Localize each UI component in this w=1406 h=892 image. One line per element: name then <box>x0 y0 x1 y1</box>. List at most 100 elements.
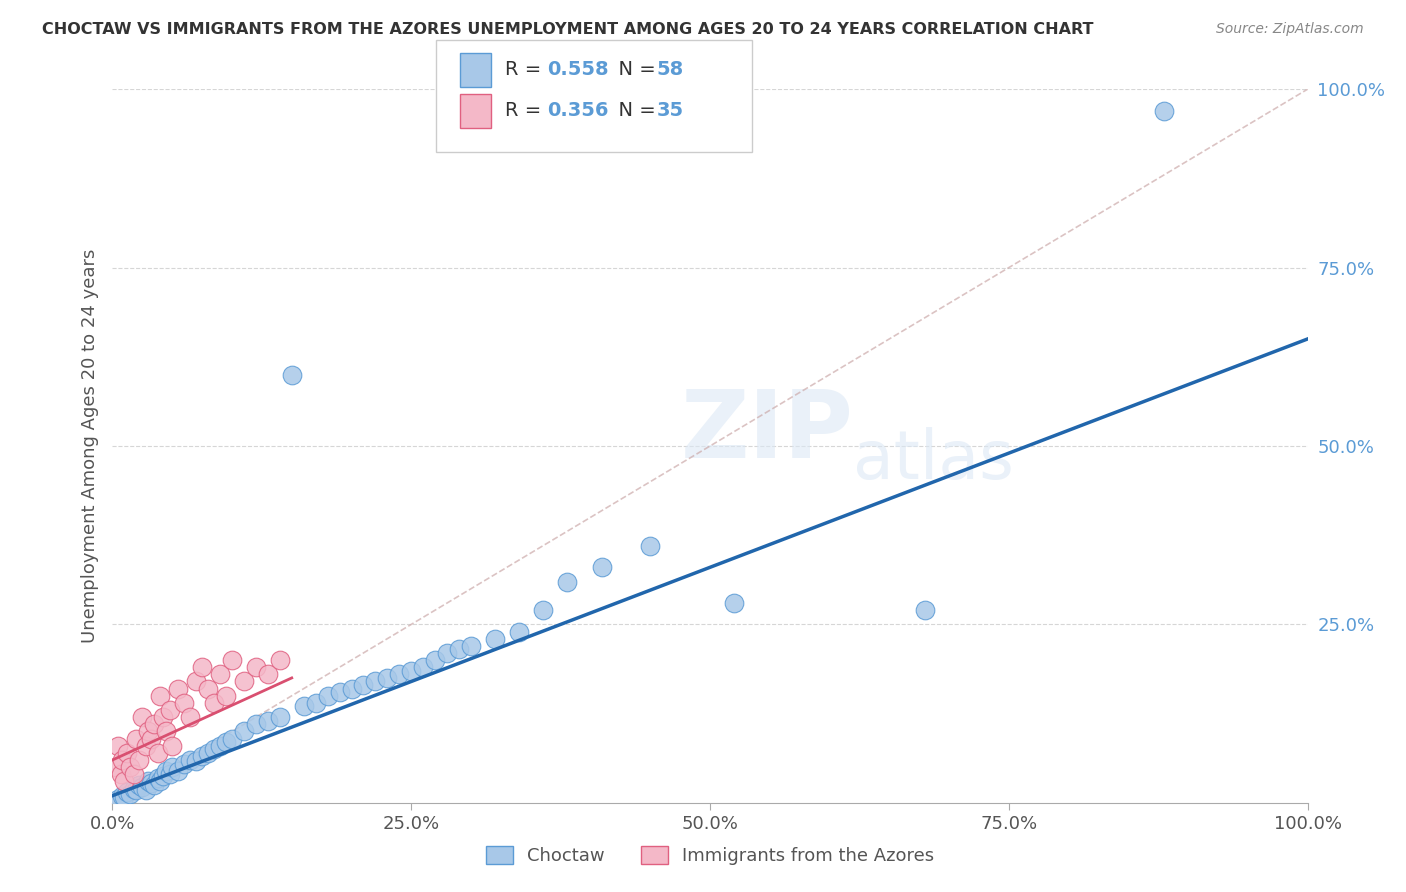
Point <box>257 714 280 728</box>
Text: CHOCTAW VS IMMIGRANTS FROM THE AZORES UNEMPLOYMENT AMONG AGES 20 TO 24 YEARS COR: CHOCTAW VS IMMIGRANTS FROM THE AZORES UN… <box>42 22 1094 37</box>
Point <box>329 685 352 699</box>
Point <box>152 710 174 724</box>
Point <box>388 667 411 681</box>
Point <box>120 787 142 801</box>
Point <box>592 560 614 574</box>
Point <box>120 760 142 774</box>
Point <box>186 674 208 689</box>
Point <box>401 664 423 678</box>
Point <box>191 749 214 764</box>
Point <box>107 739 129 753</box>
Text: 0.558: 0.558 <box>547 60 609 79</box>
Point <box>179 710 201 724</box>
Text: R =: R = <box>505 60 547 79</box>
Point <box>723 596 745 610</box>
Point <box>139 731 162 746</box>
Point <box>555 574 578 589</box>
Point <box>162 760 183 774</box>
Point <box>412 660 434 674</box>
Point <box>131 780 153 794</box>
Point <box>209 739 232 753</box>
Point <box>173 756 195 771</box>
Point <box>316 689 339 703</box>
Point <box>173 696 195 710</box>
Point <box>202 696 225 710</box>
Point <box>138 724 160 739</box>
Point <box>352 678 374 692</box>
Point <box>233 674 256 689</box>
Text: 58: 58 <box>657 60 683 79</box>
Point <box>146 746 169 760</box>
Point <box>221 731 243 746</box>
Point <box>484 632 506 646</box>
Point <box>215 689 238 703</box>
Text: atlas: atlas <box>853 427 1014 493</box>
Point <box>115 746 138 760</box>
Point <box>125 783 148 797</box>
Point <box>460 639 482 653</box>
Point <box>640 539 662 553</box>
Point <box>122 781 145 796</box>
Point <box>111 789 134 803</box>
Point <box>425 653 447 667</box>
Point <box>162 739 183 753</box>
Point <box>155 724 177 739</box>
Point <box>125 731 148 746</box>
Point <box>152 769 174 783</box>
Point <box>191 660 214 674</box>
Point <box>159 767 181 781</box>
Point <box>364 674 387 689</box>
Point <box>221 653 243 667</box>
Point <box>257 667 280 681</box>
Point <box>436 646 458 660</box>
Point <box>245 660 267 674</box>
Point <box>135 783 157 797</box>
Text: R =: R = <box>505 101 547 120</box>
Point <box>508 624 530 639</box>
Point <box>114 774 135 789</box>
Point <box>107 792 129 806</box>
Point <box>197 681 219 696</box>
Point <box>128 753 150 767</box>
Point <box>447 642 470 657</box>
Point <box>167 681 190 696</box>
Point <box>114 790 135 805</box>
Point <box>377 671 399 685</box>
Point <box>269 710 291 724</box>
Point <box>281 368 304 382</box>
Point <box>269 653 291 667</box>
Point <box>155 764 177 778</box>
Point <box>143 717 166 731</box>
Y-axis label: Unemployment Among Ages 20 to 24 years: Unemployment Among Ages 20 to 24 years <box>80 249 98 643</box>
Point <box>179 753 201 767</box>
Text: N =: N = <box>606 101 662 120</box>
Point <box>202 742 225 756</box>
Point <box>914 603 936 617</box>
Point <box>135 739 157 753</box>
Text: 35: 35 <box>657 101 683 120</box>
Point <box>143 778 166 792</box>
Point <box>110 767 132 781</box>
Point <box>111 753 134 767</box>
Point <box>186 755 208 769</box>
Point <box>105 760 128 774</box>
Point <box>128 778 150 792</box>
Point <box>233 724 256 739</box>
Point <box>149 774 172 789</box>
Text: 0.356: 0.356 <box>547 101 609 120</box>
Point <box>215 735 238 749</box>
Point <box>1153 103 1175 118</box>
Point <box>340 681 363 696</box>
Point <box>131 710 153 724</box>
Point <box>209 667 232 681</box>
Text: N =: N = <box>606 60 662 79</box>
Point <box>139 776 162 790</box>
Point <box>167 764 190 778</box>
Text: Source: ZipAtlas.com: Source: ZipAtlas.com <box>1216 22 1364 37</box>
Point <box>149 689 172 703</box>
Point <box>245 717 267 731</box>
Point <box>305 696 328 710</box>
Legend: Choctaw, Immigrants from the Azores: Choctaw, Immigrants from the Azores <box>478 838 942 872</box>
Text: ZIP: ZIP <box>681 385 853 478</box>
Point <box>159 703 181 717</box>
